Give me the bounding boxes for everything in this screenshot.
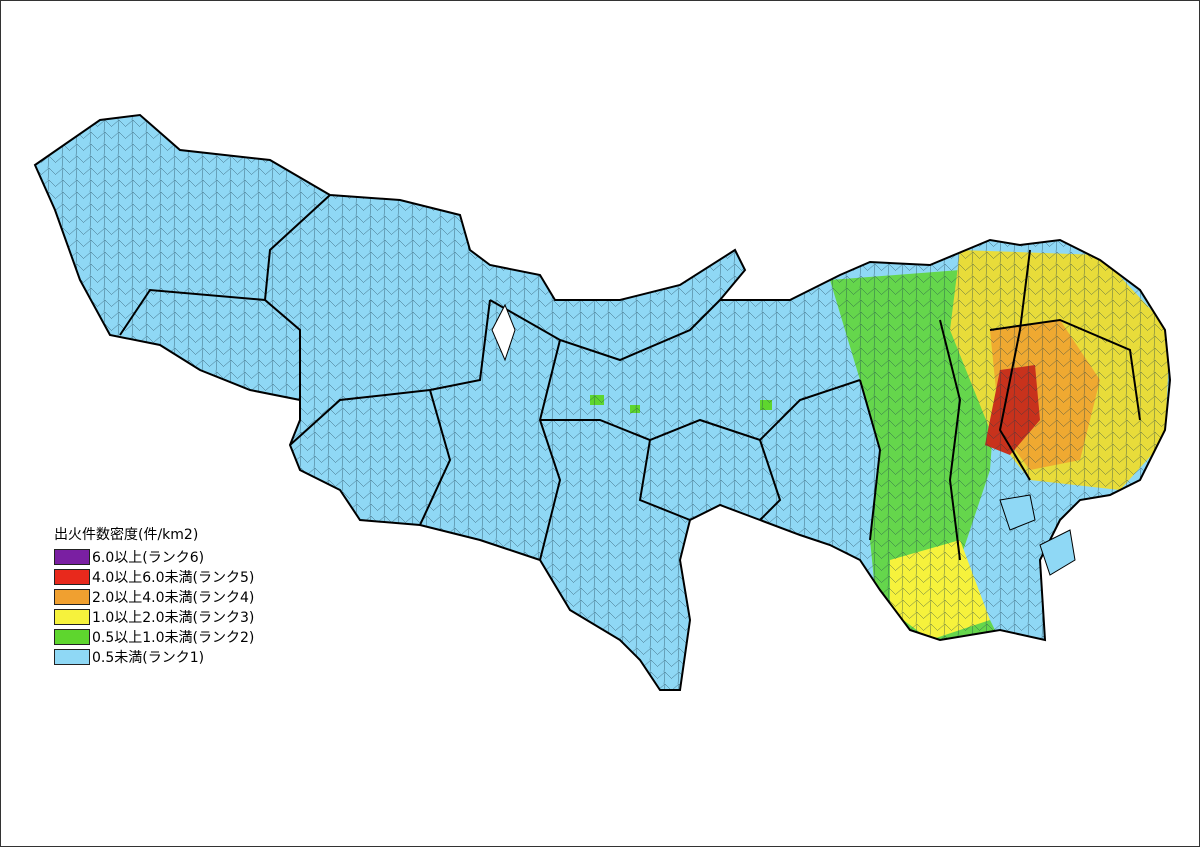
- legend-title: 出火件数密度(件/km2): [54, 527, 199, 543]
- legend-label: 2.0以上4.0未満(ランク4): [92, 590, 255, 606]
- legend-item: 0.5未満(ランク1): [54, 647, 254, 667]
- legend-swatch: [54, 589, 90, 605]
- legend-swatch: [54, 649, 90, 665]
- lake: [491, 303, 516, 362]
- legend-label: 6.0以上(ランク6): [92, 550, 205, 566]
- legend-label: 0.5未満(ランク1): [92, 650, 205, 666]
- legend-item: 0.5以上1.0未満(ランク2): [54, 627, 254, 647]
- legend-label: 0.5以上1.0未満(ランク2): [92, 630, 255, 646]
- legend-item: 6.0以上(ランク6): [54, 547, 254, 567]
- landfill: [999, 494, 1076, 576]
- municipal-boundaries: [119, 194, 1141, 561]
- legend-swatch: [54, 629, 90, 645]
- legend-swatch: [54, 609, 90, 625]
- legend-swatch: [54, 569, 90, 585]
- legend-swatch: [54, 549, 90, 565]
- legend-item: 1.0以上2.0未満(ランク3): [54, 607, 254, 627]
- legend-items: 6.0以上(ランク6) 4.0以上6.0未満(ランク5) 2.0以上4.0未満(ラン…: [54, 547, 254, 667]
- legend: 出火件数密度(件/km2) 6.0以上(ランク6) 4.0以上6.0未満(ランク5…: [54, 524, 254, 667]
- legend-label: 1.0以上2.0未満(ランク3): [92, 610, 255, 626]
- legend-item: 4.0以上6.0未満(ランク5): [54, 567, 254, 587]
- legend-item: 2.0以上4.0未満(ランク4): [54, 587, 254, 607]
- legend-label: 4.0以上6.0未満(ランク5): [92, 570, 255, 586]
